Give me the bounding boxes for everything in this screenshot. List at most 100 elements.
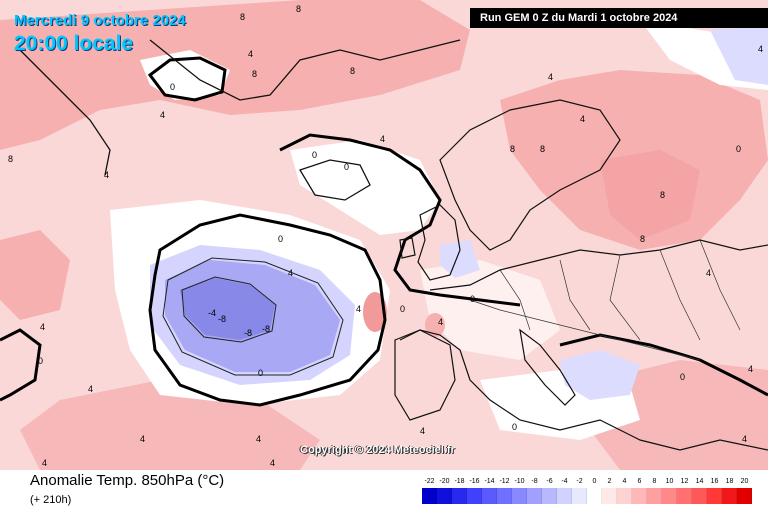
cold-anomaly-balkans [560,350,640,400]
product-title: Anomalie Temp. 850hPa (°C) [30,472,225,489]
legend-swatch [452,488,467,504]
legend-tick-label: 16 [710,478,719,485]
forecast-date: Mercredi 9 octobre 2024 [14,12,186,29]
contour-label: 4 [42,458,47,468]
warm-spot-italy [425,313,445,337]
legend-swatch [422,488,437,504]
legend-swatch [512,488,527,504]
contour-label: 4 [270,458,275,468]
contour-label: 4 [40,322,45,332]
contour-label: 4 [88,384,93,394]
legend-tick-label: -18 [454,478,465,485]
warm-anomaly-west [0,230,70,320]
legend-tick-label: 14 [695,478,704,485]
coastline-europe [399,239,768,451]
contour-label: 0 [278,234,283,244]
legend-tick-label: 20 [740,478,749,485]
contour-label: 4 [256,434,261,444]
contour-label: 4 [742,434,747,444]
contour-label: 0 [680,372,685,382]
minus8-contour [181,276,277,343]
contour-label: 8 [510,144,515,154]
legend-tick-label: 6 [637,478,642,485]
contour-label: 4 [420,426,425,436]
legend-tick-label: 10 [665,478,674,485]
contour-label: -4 [208,308,216,318]
legend-tick-label: -8 [531,478,538,485]
zero-contour-atlantic [148,213,387,407]
neutral-zone-central-europe [420,260,560,360]
warm-anomaly-southeast [590,360,768,470]
legend-tick-label: -10 [514,478,525,485]
contour-label: 4 [140,434,145,444]
legend-tick-label: -12 [499,478,510,485]
contour-label: 4 [580,114,585,124]
contour-label: 8 [350,66,355,76]
contour-label: 8 [8,154,13,164]
legend-swatch [572,488,587,504]
contour-label: 4 [288,268,293,278]
legend-tick-label: -14 [484,478,495,485]
legend-swatch [557,488,572,504]
legend-swatch [677,488,692,504]
legend-swatches [422,488,752,504]
contour-label: 4 [160,110,165,120]
legend-swatch [467,488,482,504]
contour-label: 0 [258,368,263,378]
cold-anomaly-east-corner [710,25,768,85]
warm-anomaly-north-atlantic [0,0,470,150]
contour-label: 0 [512,422,517,432]
legend-swatch [527,488,542,504]
contour-label: 0 [736,144,741,154]
color-scale-legend: -22 -20 -18 -16 -14 -12 -10 -8 -6 -4 -2 0 2 4 6 8 10 12 14… [414,478,754,508]
contour-label: 4 [248,49,253,59]
cold-anomaly-core [180,278,275,340]
contour-label: 4 [104,170,109,180]
contour-labels: 8 8 4 8 8 4 0 8 4 4 0 0 0 8 8 4 4 8 8 4 … [8,4,763,468]
legend-tick-label: 2 [607,478,612,485]
model-run-label: Run GEM 0 Z du Mardi 1 octobre 2024 [470,8,768,28]
contour-label: 4 [548,72,553,82]
legend-swatch [542,488,557,504]
legend-tick-label: 0 [592,478,597,485]
contour-label: -8 [244,328,252,338]
legend-tick-label: -22 [424,478,435,485]
coastline-greenland [19,39,461,176]
contour-label: 4 [356,304,361,314]
zero-contour-west [0,328,42,402]
contour-label: 0 [312,150,317,160]
coastline-uk [399,204,461,281]
contour-label: 4 [438,317,443,327]
contour-label: 0 [170,82,175,92]
legend-tick-label: 4 [622,478,627,485]
forecast-time: 20:00 locale [14,32,134,55]
zero-contour-southeast [559,333,768,397]
legend-tick-label: 18 [725,478,734,485]
legend-tick-label: 12 [680,478,689,485]
legend-swatch [692,488,707,504]
contour-label: 4 [758,44,763,54]
legend-swatch [617,488,632,504]
coastline-scandinavia [439,99,621,251]
map-footer: Anomalie Temp. 850hPa (°C) (+ 210h) -22-… [0,470,768,512]
contour-label: 0 [470,294,475,304]
legend-swatch [587,488,602,504]
legend-tick-label: -2 [576,478,583,485]
warm-anomaly-russia [600,150,700,240]
coastline-iceland [299,159,371,201]
legend-tick-label: -16 [469,478,480,485]
contour-label: 4 [748,364,753,374]
contour-label: 8 [660,190,665,200]
contour-label: 8 [540,144,545,154]
legend-swatch [497,488,512,504]
contour-label: 8 [640,234,645,244]
legend-swatch [707,488,722,504]
legend-swatch [602,488,617,504]
legend-swatch [482,488,497,504]
contour-label: 0 [344,162,349,172]
legend-swatch [662,488,677,504]
legend-tick-label: -4 [561,478,568,485]
country-borders [469,239,741,361]
legend-swatch [632,488,647,504]
